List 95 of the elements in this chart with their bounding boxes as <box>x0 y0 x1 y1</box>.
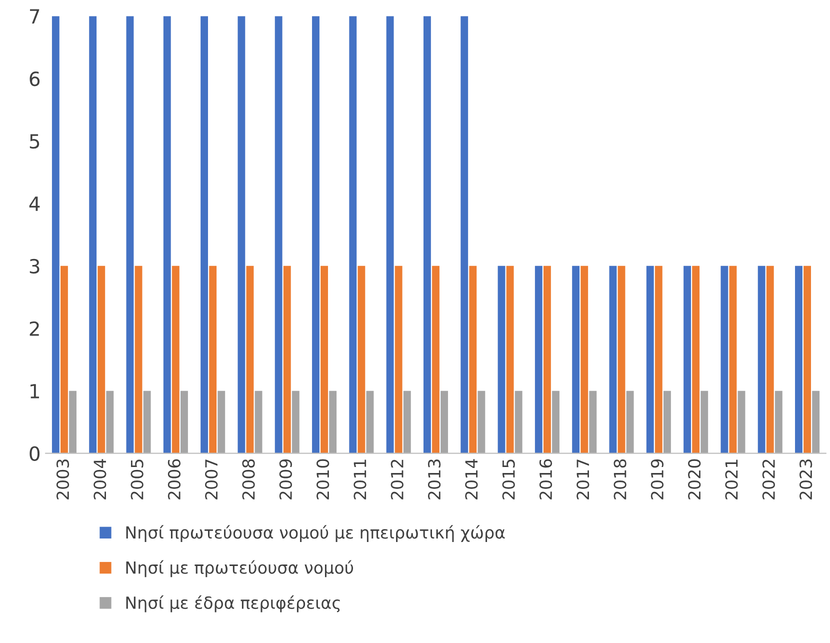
x-tick-label: 2003 <box>56 460 70 500</box>
bar <box>812 390 820 454</box>
bar <box>534 266 542 454</box>
bar <box>246 266 254 454</box>
x-tick-label: 2009 <box>279 459 292 500</box>
bar <box>618 266 626 454</box>
bar <box>684 266 691 454</box>
bar <box>774 390 782 454</box>
bar <box>283 266 291 454</box>
bar <box>580 266 588 454</box>
x-tick-label: 2013 <box>428 460 441 500</box>
y-tick-label: 6 <box>30 71 40 86</box>
bar <box>172 266 180 454</box>
bar <box>52 16 60 454</box>
bar <box>572 266 580 454</box>
y-tick-label: 7 <box>30 9 40 24</box>
x-tick-label: 2005 <box>130 460 144 500</box>
x-tick-label: 2004 <box>94 459 106 500</box>
bar <box>543 266 551 454</box>
y-tick-label: 3 <box>30 258 40 274</box>
bar <box>498 266 506 454</box>
bar <box>366 390 374 454</box>
x-tick-label: 2023 <box>800 460 812 500</box>
bar <box>134 266 142 454</box>
bar <box>766 266 774 454</box>
bar <box>626 390 634 454</box>
bar <box>609 266 617 454</box>
legend-label: Νησί με έδρα περιφέρειας <box>126 595 340 612</box>
bar <box>218 390 226 454</box>
x-tick-label: 2021 <box>725 460 738 500</box>
legend-label: Νησί πρωτεύουσα νομού με ηπειρωτική χώρα <box>126 525 505 542</box>
bar <box>358 266 366 454</box>
bar <box>349 16 357 454</box>
bar <box>292 390 300 454</box>
bar <box>646 266 654 454</box>
bar <box>758 266 766 454</box>
bar <box>478 390 486 454</box>
bar <box>89 16 97 454</box>
x-tick-label: 2007 <box>205 460 218 500</box>
bar <box>720 266 728 454</box>
bar <box>69 390 76 454</box>
bar <box>403 390 411 454</box>
bar <box>552 390 560 454</box>
bar <box>200 16 208 454</box>
bar <box>320 266 328 454</box>
x-tick-label: 2019 <box>650 459 664 500</box>
bar <box>432 266 440 454</box>
bar <box>209 266 217 454</box>
bar <box>692 266 700 454</box>
x-tick-label: 2014 <box>465 459 478 500</box>
y-tick-label: 0 <box>30 446 40 461</box>
bar <box>254 390 262 454</box>
bar <box>469 266 477 454</box>
x-tick-label: 2018 <box>614 459 626 500</box>
bar <box>423 16 431 454</box>
bar <box>729 266 737 454</box>
bar <box>804 266 811 454</box>
x-tick-label: 2017 <box>576 460 590 500</box>
x-tick-label: 2016 <box>539 459 552 500</box>
bar <box>163 16 171 454</box>
bar <box>738 390 746 454</box>
x-tick-label: 2011 <box>354 460 366 500</box>
x-tick-label: 2006 <box>168 459 181 500</box>
y-tick-label: 5 <box>30 134 40 149</box>
bar <box>329 390 337 454</box>
bar <box>440 390 448 454</box>
x-tick-label: 2015 <box>502 460 515 500</box>
bar <box>60 266 68 454</box>
x-tick-label: 2010 <box>316 459 330 500</box>
bar <box>506 266 514 454</box>
bar <box>312 16 320 454</box>
bar <box>386 16 394 454</box>
bar <box>180 390 188 454</box>
bar <box>394 266 402 454</box>
bar <box>126 16 134 454</box>
legend-label: Νησί με πρωτεύουσα νομού <box>126 560 354 578</box>
x-tick-label: 2008 <box>242 459 255 500</box>
x-tick-label: 2022 <box>762 460 775 500</box>
bar <box>795 266 802 454</box>
bar <box>589 390 597 454</box>
bar <box>654 266 662 454</box>
bar <box>460 16 468 454</box>
y-tick-label: 4 <box>29 196 40 211</box>
bar <box>274 16 282 454</box>
bar <box>143 390 151 454</box>
bar <box>700 390 708 454</box>
x-tick-label: 2020 <box>688 459 701 500</box>
bar <box>106 390 114 454</box>
x-tick-label: 2012 <box>390 460 404 500</box>
y-tick-label: 1 <box>30 384 39 398</box>
bar <box>663 390 671 454</box>
bar <box>238 16 246 454</box>
y-tick-label: 2 <box>30 321 39 336</box>
bar <box>514 390 522 454</box>
bar <box>98 266 106 454</box>
